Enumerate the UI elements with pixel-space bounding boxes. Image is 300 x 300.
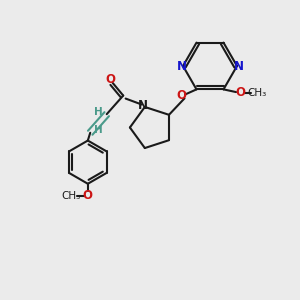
Text: H: H — [94, 125, 103, 135]
Text: O: O — [235, 86, 245, 100]
Text: O: O — [176, 89, 186, 103]
Text: O: O — [83, 189, 93, 202]
Text: N: N — [176, 59, 187, 73]
Text: CH₃: CH₃ — [247, 88, 266, 98]
Text: O: O — [106, 73, 116, 86]
Text: N: N — [233, 59, 244, 73]
Text: CH₃: CH₃ — [62, 191, 81, 201]
Text: N: N — [138, 99, 148, 112]
Text: H: H — [94, 107, 103, 117]
